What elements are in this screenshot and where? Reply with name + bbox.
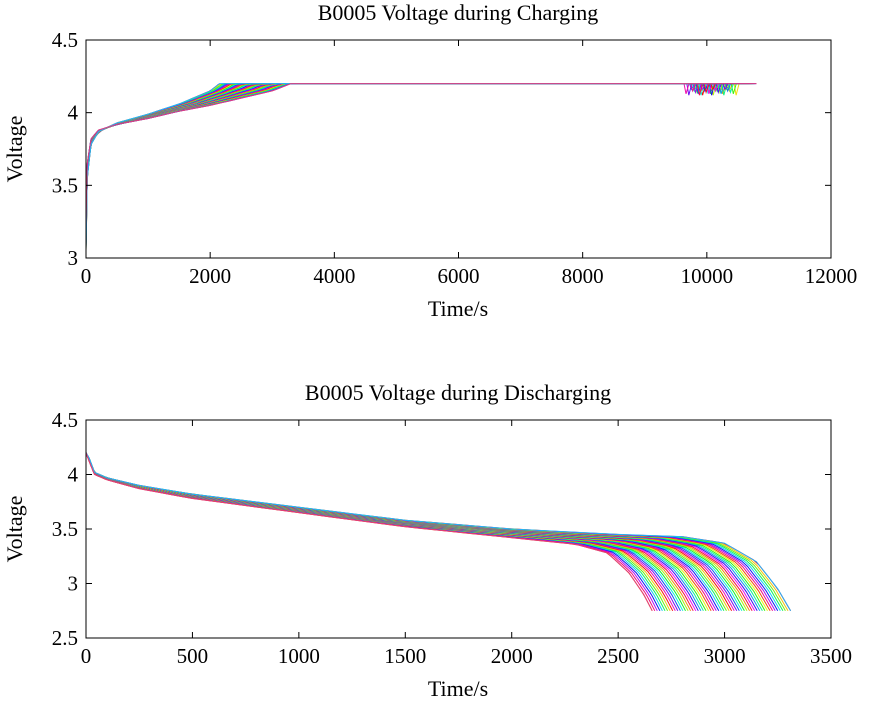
discharge-curve bbox=[86, 452, 789, 612]
discharge-curve bbox=[86, 452, 745, 612]
charge-series-line bbox=[86, 83, 757, 229]
charge-curve-dip bbox=[703, 83, 710, 95]
discharge-curve bbox=[86, 452, 694, 612]
y-tick-label: 3 bbox=[68, 572, 79, 596]
y-tick-label: 3.5 bbox=[52, 517, 78, 541]
discharge-curve bbox=[86, 452, 699, 612]
chart-title: B0005 Voltage during Discharging bbox=[305, 380, 611, 405]
discharge-curve bbox=[86, 452, 766, 612]
discharge-curve bbox=[86, 452, 697, 612]
x-tick-label: 8000 bbox=[562, 264, 604, 288]
discharge-curve bbox=[86, 452, 771, 612]
discharge-curve bbox=[86, 452, 686, 612]
x-tick-label: 2500 bbox=[597, 644, 639, 668]
discharge-curve bbox=[86, 452, 712, 612]
discharge-curve bbox=[86, 452, 689, 612]
discharge-curve bbox=[86, 452, 753, 612]
discharge-curve bbox=[86, 452, 663, 612]
x-tick-label: 6000 bbox=[438, 264, 480, 288]
discharge-curve bbox=[86, 452, 786, 612]
discharge-curve bbox=[86, 452, 681, 612]
y-tick-label: 4 bbox=[68, 101, 79, 125]
discharge-series-line bbox=[86, 452, 653, 612]
x-tick-label: 2000 bbox=[189, 264, 231, 288]
plot-area bbox=[86, 452, 792, 612]
axis-ticks: 0 500 1000 1500 2000 2500 3000 3500 2.5 3 3.5 4 4.5 bbox=[52, 408, 852, 668]
plot-area bbox=[86, 83, 757, 251]
x-tick-label: 500 bbox=[177, 644, 209, 668]
discharge-curve bbox=[86, 452, 784, 612]
charge-curve-dip bbox=[690, 83, 697, 93]
x-tick-label: 1000 bbox=[278, 644, 320, 668]
discharge-curve bbox=[86, 452, 666, 612]
y-tick-label: 4 bbox=[68, 463, 79, 487]
discharge-curve bbox=[86, 452, 692, 612]
x-tick-label: 2000 bbox=[491, 644, 533, 668]
discharge-curve bbox=[86, 452, 768, 612]
discharge-curve bbox=[86, 452, 715, 612]
y-tick-label: 2.5 bbox=[52, 626, 78, 650]
discharge-series-line bbox=[86, 452, 792, 612]
discharge-curve bbox=[86, 452, 669, 612]
plot-frame bbox=[85, 39, 832, 259]
y-axis-label: Voltage bbox=[2, 116, 27, 183]
y-axis-label: Voltage bbox=[2, 496, 27, 563]
x-tick-label: 0 bbox=[81, 264, 92, 288]
discharge-curve bbox=[86, 452, 727, 612]
x-axis-label: Time/s bbox=[428, 296, 488, 321]
discharge-curve bbox=[86, 452, 671, 612]
charge-curve-dip bbox=[722, 83, 729, 91]
axis-ticks: 0 2000 4000 6000 8000 10000 12000 3 3.5 4 4.5 bbox=[52, 28, 858, 288]
chart-title: B0005 Voltage during Charging bbox=[318, 0, 599, 25]
discharge-curve bbox=[86, 452, 676, 612]
x-tick-label: 0 bbox=[81, 644, 92, 668]
discharging-chart: B0005 Voltage during Discharging 0 500 100… bbox=[2, 380, 852, 701]
discharge-curve bbox=[86, 452, 725, 612]
x-tick-label: 12000 bbox=[805, 264, 858, 288]
discharge-curve bbox=[86, 452, 702, 612]
discharge-curve bbox=[86, 452, 704, 612]
x-tick-label: 3500 bbox=[810, 644, 852, 668]
x-tick-label: 4000 bbox=[313, 264, 355, 288]
y-tick-label: 3 bbox=[68, 246, 79, 270]
discharge-curve bbox=[86, 452, 748, 612]
discharge-curve bbox=[86, 452, 751, 612]
discharge-curve bbox=[86, 452, 679, 612]
charge-curve-dip bbox=[710, 83, 717, 91]
discharge-curve bbox=[86, 452, 735, 612]
charge-curve-dip bbox=[696, 83, 703, 96]
discharge-curve bbox=[86, 452, 710, 612]
discharge-curve bbox=[86, 452, 707, 612]
discharge-curve bbox=[86, 452, 730, 612]
discharge-curve bbox=[86, 452, 684, 612]
x-tick-label: 10000 bbox=[681, 264, 734, 288]
charge-curve bbox=[86, 83, 738, 241]
y-tick-label: 4.5 bbox=[52, 408, 78, 432]
discharge-curve bbox=[86, 452, 674, 612]
charge-curve-dip bbox=[683, 83, 690, 94]
y-tick-label: 3.5 bbox=[52, 173, 78, 197]
x-tick-label: 3000 bbox=[704, 644, 746, 668]
x-axis-label: Time/s bbox=[428, 676, 488, 701]
x-tick-label: 1500 bbox=[384, 644, 426, 668]
discharge-curve bbox=[86, 452, 720, 612]
discharge-curve bbox=[86, 452, 722, 612]
y-tick-label: 4.5 bbox=[52, 28, 78, 52]
discharge-curve bbox=[86, 452, 717, 612]
discharge-curve bbox=[86, 452, 733, 612]
charging-chart: B0005 Voltage during Charging 0 2000 4000 6… bbox=[2, 0, 857, 321]
